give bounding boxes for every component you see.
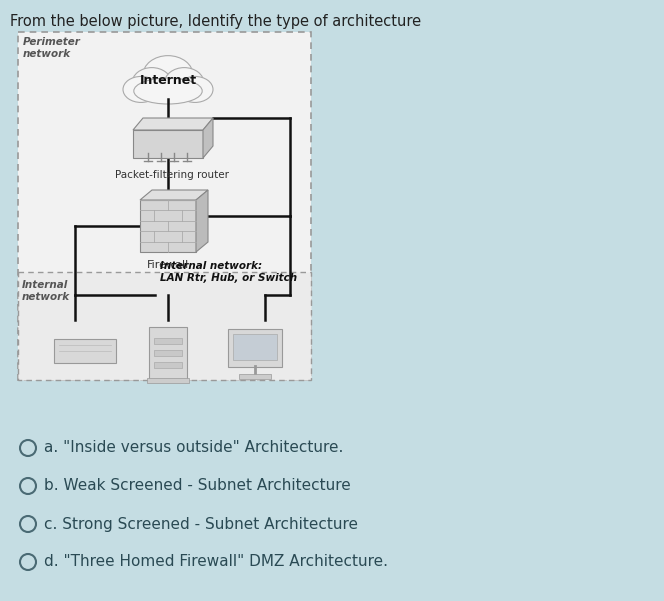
FancyBboxPatch shape xyxy=(149,327,187,379)
FancyBboxPatch shape xyxy=(54,339,116,363)
Ellipse shape xyxy=(177,76,213,102)
FancyBboxPatch shape xyxy=(133,130,203,158)
FancyBboxPatch shape xyxy=(239,374,271,379)
FancyBboxPatch shape xyxy=(154,362,182,368)
Ellipse shape xyxy=(165,67,204,99)
Text: Internal network:
LAN Rtr, Hub, or Switch: Internal network: LAN Rtr, Hub, or Switc… xyxy=(160,261,297,283)
Polygon shape xyxy=(203,118,213,158)
Text: Internal
network: Internal network xyxy=(22,280,70,302)
FancyBboxPatch shape xyxy=(18,32,311,380)
Text: b. Weak Screened - Subnet Architecture: b. Weak Screened - Subnet Architecture xyxy=(44,478,351,493)
Text: d. "Three Homed Firewall" DMZ Architecture.: d. "Three Homed Firewall" DMZ Architectu… xyxy=(44,555,388,570)
FancyBboxPatch shape xyxy=(154,338,182,344)
Text: Internet: Internet xyxy=(139,73,197,87)
Ellipse shape xyxy=(132,67,171,99)
FancyBboxPatch shape xyxy=(154,350,182,356)
Polygon shape xyxy=(140,190,208,200)
FancyBboxPatch shape xyxy=(233,334,277,360)
FancyBboxPatch shape xyxy=(228,329,282,367)
Text: Firewall: Firewall xyxy=(147,260,189,270)
Ellipse shape xyxy=(134,78,203,104)
FancyBboxPatch shape xyxy=(147,378,189,383)
FancyBboxPatch shape xyxy=(140,200,196,252)
Ellipse shape xyxy=(123,76,159,102)
Text: From the below picture, Identify the type of architecture: From the below picture, Identify the typ… xyxy=(10,14,421,29)
Text: c. Strong Screened - Subnet Architecture: c. Strong Screened - Subnet Architecture xyxy=(44,516,358,531)
Polygon shape xyxy=(196,190,208,252)
Text: Packet-filtering router: Packet-filtering router xyxy=(115,170,229,180)
Ellipse shape xyxy=(143,56,193,95)
FancyBboxPatch shape xyxy=(18,272,311,380)
Text: a. "Inside versus outside" Architecture.: a. "Inside versus outside" Architecture. xyxy=(44,441,343,456)
Text: Perimeter
network: Perimeter network xyxy=(23,37,81,59)
Polygon shape xyxy=(133,118,213,130)
